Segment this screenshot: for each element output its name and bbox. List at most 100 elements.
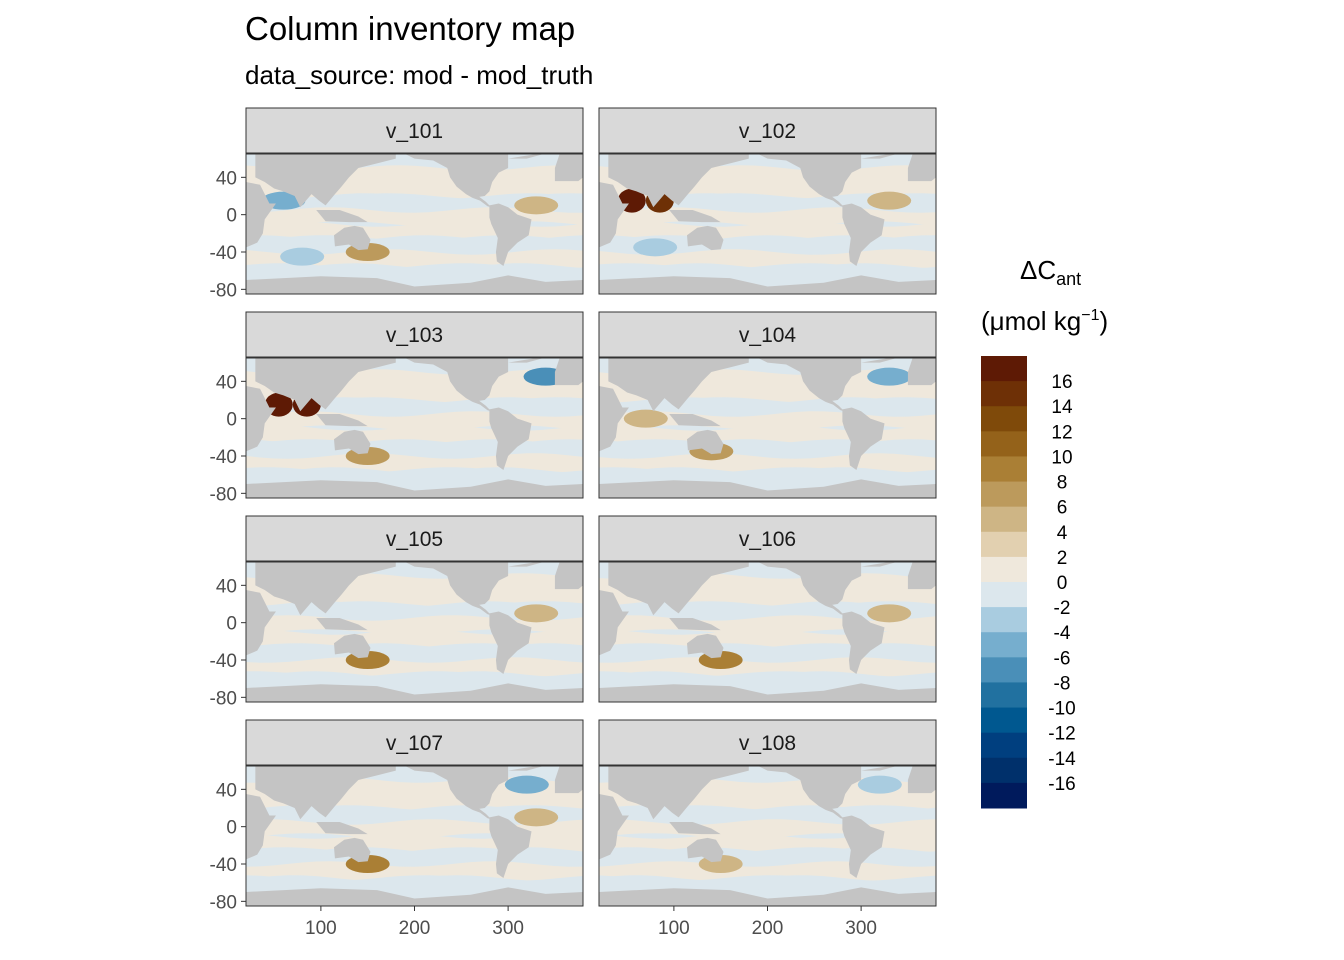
facet-panel: v_107 40 0 -40 -80 100 200 300 <box>210 719 584 939</box>
facet-strip <box>598 107 937 154</box>
land-mass <box>333 837 371 863</box>
value-patch <box>867 191 912 210</box>
land-mass <box>907 766 936 794</box>
land-mass <box>599 275 936 294</box>
legend-label: 0 <box>1057 573 1068 594</box>
value-patch <box>504 775 549 794</box>
land-mass <box>554 358 583 386</box>
land-mass <box>907 154 936 182</box>
land-mass <box>316 210 368 223</box>
land-mass <box>255 358 396 412</box>
land-mass <box>508 766 544 771</box>
value-patch <box>280 247 325 266</box>
panel-border <box>245 153 584 295</box>
legend-swatch <box>981 732 1027 759</box>
legend-label: 4 <box>1057 523 1068 544</box>
land-mass <box>489 203 532 266</box>
facet-panel: v_108 100 200 300 <box>598 719 937 939</box>
panel-border <box>598 561 937 703</box>
legend-swatch <box>981 607 1027 633</box>
land-mass <box>608 154 749 208</box>
facet-strip <box>598 719 937 766</box>
y-tick-label: -80 <box>210 484 237 505</box>
legend-swatch <box>981 356 1027 382</box>
x-tick-label: 100 <box>658 918 690 939</box>
value-patch <box>867 367 912 386</box>
legend-swatch <box>981 556 1027 583</box>
x-tick-label: 200 <box>399 918 431 939</box>
land-mass <box>246 794 276 860</box>
value-patch <box>514 196 559 215</box>
land-mass <box>599 887 936 906</box>
land-mass <box>405 154 509 198</box>
land-mass <box>669 210 721 223</box>
land-mass <box>758 766 862 810</box>
panel-border <box>245 357 584 499</box>
panel-border <box>598 153 937 295</box>
map-area <box>599 154 936 294</box>
value-patch <box>514 808 559 827</box>
legend-label: -14 <box>1048 749 1076 770</box>
facet-panel: v_104 <box>598 311 937 499</box>
land-mass <box>861 562 897 567</box>
ocean-band <box>599 819 936 839</box>
legend-swatch <box>981 707 1027 734</box>
land-mass <box>472 400 492 412</box>
land-mass <box>472 808 492 820</box>
land-mass <box>842 611 885 674</box>
land-mass <box>255 766 396 820</box>
land-mass <box>316 822 368 835</box>
legend-swatch <box>981 531 1027 558</box>
land-mass <box>599 683 936 702</box>
legend-swatch <box>981 406 1027 432</box>
legend-swatch <box>981 682 1027 709</box>
y-tick-label: 40 <box>216 780 237 801</box>
legend-swatch <box>981 431 1027 457</box>
facet-strip-label: v_106 <box>739 528 796 551</box>
land-mass <box>825 808 845 820</box>
land-mass <box>825 196 845 208</box>
color-legend: ΔCant (μmol kg−1) 16 14 12 10 8 6 4 2 0 -2 -4 -6 -8 -… <box>981 255 1108 809</box>
value-patch <box>623 409 668 428</box>
land-mass <box>608 358 749 412</box>
legend-swatch <box>981 481 1027 508</box>
land-mass <box>907 358 936 386</box>
land-mass <box>246 182 276 248</box>
legend-swatch <box>981 657 1027 683</box>
value-patch <box>514 604 559 623</box>
legend-label: -12 <box>1048 724 1075 745</box>
map-area <box>599 562 936 702</box>
legend-label: 6 <box>1057 498 1068 519</box>
legend-swatch <box>981 381 1027 407</box>
land-mass <box>861 766 897 771</box>
land-mass <box>246 590 276 656</box>
facet-panel: v_101 40 0 -40 -80 <box>210 107 584 301</box>
land-mass <box>508 562 544 567</box>
land-mass <box>842 407 885 470</box>
facet-panels: v_101 40 0 -40 -80 v_102 v_103 40 0 -40 -80 v_104 v_… <box>210 107 937 939</box>
facet-strip-label: v_104 <box>739 324 797 347</box>
legend-label: -6 <box>1054 648 1071 669</box>
legend-label: -16 <box>1048 774 1075 795</box>
land-mass <box>669 618 721 631</box>
legend-swatch <box>981 582 1027 608</box>
ocean-band <box>246 629 583 649</box>
legend-unit: (μmol kg−1) <box>981 306 1108 336</box>
y-tick-label: -40 <box>210 855 237 876</box>
land-mass <box>405 562 509 606</box>
map-area <box>246 154 583 294</box>
x-tick-label: 300 <box>492 918 524 939</box>
y-tick-label: 0 <box>226 614 237 635</box>
land-mass <box>599 590 629 656</box>
map-area <box>599 766 936 906</box>
facet-strip-label: v_102 <box>739 120 796 143</box>
land-mass <box>825 400 845 412</box>
facet-panel: v_102 <box>598 107 937 295</box>
facet-strip-label: v_108 <box>739 732 796 755</box>
y-tick-label: -40 <box>210 651 237 672</box>
land-mass <box>599 794 629 860</box>
land-mass <box>686 633 724 659</box>
value-patch <box>857 775 902 794</box>
land-mass <box>333 429 371 455</box>
